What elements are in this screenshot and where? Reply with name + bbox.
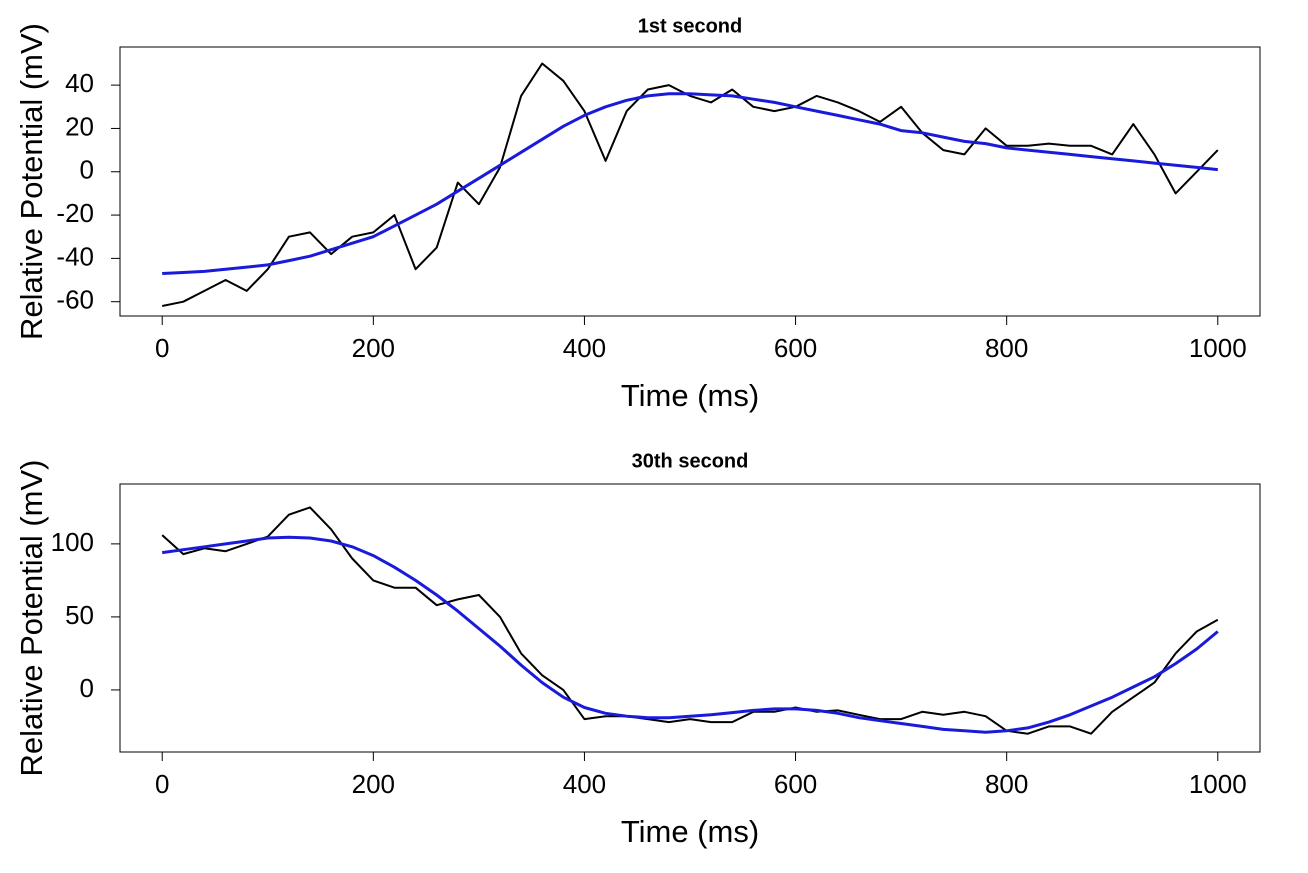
chart-title: 30th second	[632, 450, 749, 472]
x-tick-label: 200	[352, 769, 395, 799]
x-tick-label: 0	[155, 769, 169, 799]
x-tick-label: 400	[563, 333, 606, 363]
x-tick-label: 600	[774, 769, 817, 799]
chart-title: 1st second	[638, 15, 742, 37]
y-tick-label: 20	[65, 111, 94, 141]
x-axis-label: Time (ms)	[621, 814, 759, 849]
series-line	[162, 62, 1219, 307]
series-line	[161, 535, 1219, 734]
series-line	[161, 506, 1219, 735]
y-tick-label: -40	[56, 241, 94, 271]
y-tick-label: 100	[51, 527, 94, 557]
x-axis-label: Time (ms)	[621, 378, 759, 413]
y-tick-label: 50	[65, 600, 94, 630]
x-tick-label: 800	[985, 333, 1028, 363]
x-tick-label: 800	[985, 769, 1028, 799]
plot-frame	[119, 46, 1261, 317]
x-tick-label: 400	[563, 769, 606, 799]
x-tick-label: 600	[774, 333, 817, 363]
plot-frame	[119, 483, 1261, 753]
x-tick-label: 1000	[1189, 333, 1247, 363]
x-tick-label: 200	[352, 333, 395, 363]
y-tick-label: 40	[65, 68, 94, 98]
y-tick-label: 0	[80, 155, 94, 185]
y-tick-label: -60	[56, 285, 94, 315]
series-line	[162, 92, 1218, 275]
x-tick-label: 1000	[1189, 769, 1247, 799]
x-tick-label: 0	[155, 333, 169, 363]
y-tick-label: 0	[80, 673, 94, 703]
y-tick-label: -20	[56, 198, 94, 228]
y-axis-label: Relative Potential (mV)	[14, 23, 49, 340]
y-axis-label: Relative Potential (mV)	[14, 459, 49, 776]
